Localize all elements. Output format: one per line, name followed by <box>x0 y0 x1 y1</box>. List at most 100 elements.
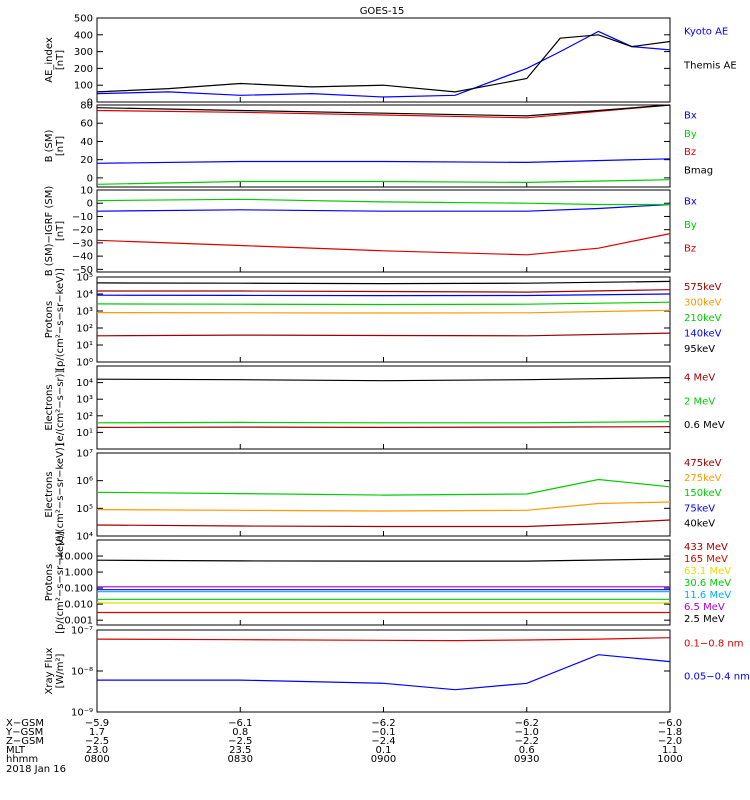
legend-label: 2.5 MeV <box>684 614 725 625</box>
x-axis-value: 0900 <box>371 754 396 765</box>
legend-label: 75keV <box>684 503 715 514</box>
series-line-1-2 <box>96 104 671 119</box>
chart-title: GOES-15 <box>360 6 405 17</box>
x-axis-value: 1.1 <box>662 745 678 756</box>
x-axis-value: −2.5 <box>228 736 252 747</box>
legend-label: 210keV <box>684 313 722 324</box>
legend-label: 30.6 MeV <box>684 578 731 589</box>
legend-label: Bmag <box>684 165 713 176</box>
x-axis-row-label: hhmm <box>6 754 38 765</box>
legend-label: 2 MeV <box>684 396 715 407</box>
series-line-7-0 <box>96 637 671 642</box>
legend-label: 165 MeV <box>684 554 728 565</box>
ytick-label: 500 <box>74 14 93 25</box>
ytick-label: 10⁻⁸ <box>71 667 93 678</box>
legend-label: 0.1−0.8 nm <box>684 639 743 650</box>
x-axis-value: −1.8 <box>658 727 682 738</box>
legend-label: 11.6 MeV <box>684 590 731 601</box>
series-line-3-1 <box>96 309 671 314</box>
series-line-6-0 <box>96 558 671 562</box>
legend-label: 140keV <box>684 328 722 339</box>
x-axis-value: −2.2 <box>515 736 539 747</box>
series-line-5-1 <box>96 501 671 512</box>
ytick-label: 10⁴ <box>76 532 93 543</box>
ytick-label: 400 <box>74 30 93 41</box>
x-axis-value: −1.0 <box>515 727 539 738</box>
x-axis-row-label: Y−GSM <box>5 727 43 738</box>
legend-label: 95keV <box>684 344 715 355</box>
series-line-0-0 <box>96 30 671 98</box>
series-line-1-3 <box>96 104 671 117</box>
ytick-label: 10⁷ <box>76 449 93 460</box>
ytick-label: 0 <box>87 98 93 109</box>
x-axis-value: −6.2 <box>371 718 395 729</box>
ytick-label: 10³ <box>76 395 93 406</box>
y-axis-label: [p/(cm²−s−sr−keV)] <box>55 531 66 634</box>
series-line-3-4 <box>96 280 671 285</box>
x-axis-value: 1000 <box>657 754 682 765</box>
x-axis-value: −2.5 <box>85 736 109 747</box>
ytick-label: 10¹ <box>76 428 93 439</box>
x-axis-value: 0800 <box>84 754 109 765</box>
x-axis-value: −5.9 <box>85 718 109 729</box>
ytick-label: 100 <box>74 81 93 92</box>
ytick-label: −20 <box>72 225 93 236</box>
ytick-label: 10.000 <box>58 552 93 563</box>
ytick-label: 0.100 <box>64 584 93 595</box>
ytick-label: 10² <box>76 411 93 422</box>
legend-label: 0.05−0.4 nm <box>684 671 750 682</box>
x-axis-value: 0.6 <box>519 745 535 756</box>
series-line-3-2 <box>96 301 671 306</box>
x-axis-value: −6.1 <box>228 718 252 729</box>
legend-label: 275keV <box>684 473 722 484</box>
legend-label: 475keV <box>684 458 722 469</box>
y-axis-label: [e/(cm²−s−sr−keV)] <box>55 443 66 546</box>
x-axis-row-label: 2018 Jan 16 <box>6 764 66 775</box>
ytick-label: 10³ <box>76 307 93 318</box>
legend-label: 433 MeV <box>684 542 728 553</box>
series-line-5-2 <box>96 478 671 496</box>
legend-label: 40keV <box>684 518 715 529</box>
x-axis-value: 23.5 <box>229 745 251 756</box>
ytick-label: 10⁰ <box>76 358 93 369</box>
legend-label: Bx <box>684 197 697 208</box>
legend-label: Bx <box>684 111 697 122</box>
legend-label: 63.1 MeV <box>684 566 731 577</box>
y-axis-label: Xray Flux <box>44 647 55 694</box>
ytick-label: 10⁴ <box>76 378 93 389</box>
ytick-label: 40 <box>80 137 93 148</box>
ytick-label: 10⁴ <box>76 290 93 301</box>
ytick-label: 80 <box>80 101 93 112</box>
series-line-0-1 <box>96 34 671 93</box>
panel-frame-3 <box>96 276 671 363</box>
y-axis-label: B (SM)−IGRF (SM) <box>44 186 55 277</box>
y-axis-label: Electrons <box>44 384 55 430</box>
legend-label: Kyoto AE <box>684 27 728 38</box>
series-line-4-0 <box>96 426 671 428</box>
ytick-label: 0 <box>87 173 93 184</box>
x-axis-value: −6.2 <box>515 718 539 729</box>
series-line-4-1 <box>96 421 671 424</box>
legend-label: 150keV <box>684 488 722 499</box>
x-axis-value: 0.1 <box>376 745 392 756</box>
legend-label: 575keV <box>684 282 722 293</box>
ytick-label: 10 <box>80 186 93 197</box>
x-axis-value: 1.7 <box>89 727 105 738</box>
legend-label: Bz <box>684 147 696 158</box>
x-axis-value: 0930 <box>514 754 539 765</box>
series-line-1-0 <box>96 158 671 164</box>
x-axis-row-label: MLT <box>6 745 26 756</box>
y-axis-label: [W/m²] <box>55 653 66 688</box>
ytick-label: 10² <box>76 324 93 335</box>
legend-label: Bz <box>684 244 696 255</box>
x-axis-row-label: Z−GSM <box>6 736 44 747</box>
series-line-2-0 <box>96 203 671 212</box>
legend-label: 6.5 MeV <box>684 602 725 613</box>
series-line-1-1 <box>96 179 671 185</box>
y-axis-label: Protons <box>44 564 55 601</box>
x-axis-value: −0.1 <box>371 727 395 738</box>
series-line-3-3 <box>96 293 671 297</box>
panel-frame-7 <box>96 629 671 713</box>
ytick-label: 10⁻⁷ <box>71 626 93 637</box>
ytick-label: 20 <box>80 155 93 166</box>
